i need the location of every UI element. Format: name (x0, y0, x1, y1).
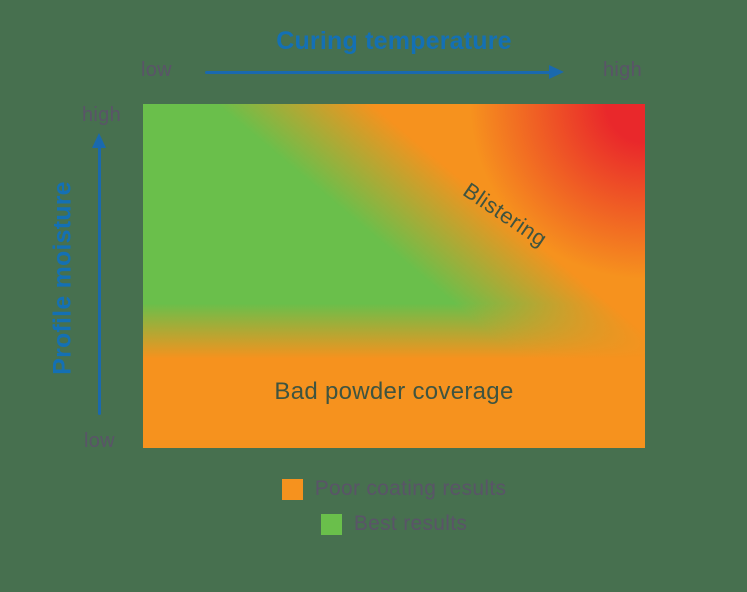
y-axis-title: Profile moisture (48, 181, 77, 375)
x-axis-title: Curing temperature (276, 27, 512, 55)
y-axis-high-label: high (82, 104, 122, 126)
legend-swatch-green (320, 513, 342, 535)
x-axis-high-label: high (603, 59, 643, 81)
legend-label: Poor coating results (314, 477, 507, 500)
annotation-bad-powder-coverage: Bad powder coverage (274, 378, 514, 405)
y-axis-arrow-line (98, 147, 101, 415)
x-axis-arrow-right-icon (549, 65, 564, 79)
legend-item-poor-coating-results: Poor coating results (281, 477, 507, 501)
legend-label: Best results (353, 512, 468, 535)
y-axis-low-label: low (84, 430, 115, 452)
legend: Poor coating results Best results (143, 477, 645, 536)
x-axis-arrow-line (205, 71, 551, 74)
legend-item-best-results: Best results (320, 512, 468, 536)
x-axis-low-label: low (141, 59, 172, 81)
legend-swatch-orange (281, 478, 303, 500)
y-axis-arrow-up-icon (92, 133, 106, 148)
annotation-blistering: Blistering (458, 177, 552, 252)
gradient-plot-area: Blistering Bad powder coverage (143, 104, 645, 448)
